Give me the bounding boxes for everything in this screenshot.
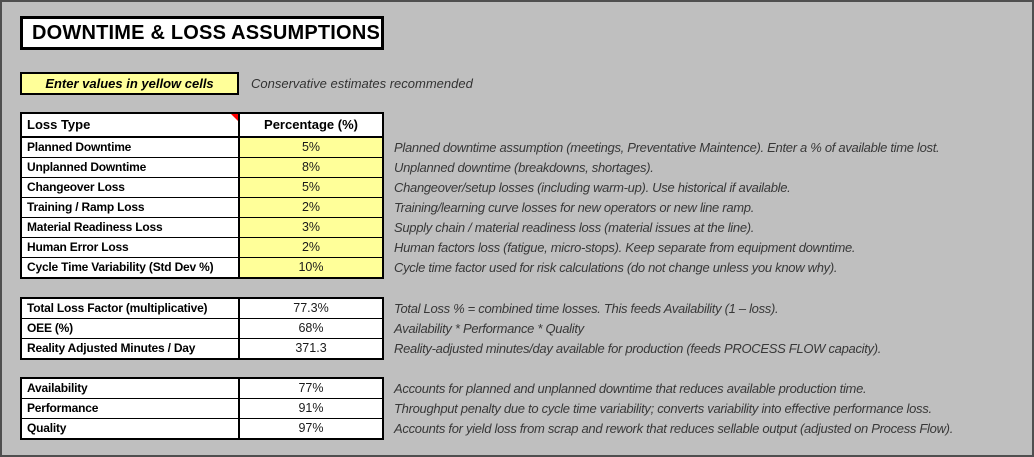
table-row: Reality Adjusted Minutes / Day 371.3 xyxy=(22,338,382,358)
loss-type-cell: Cycle Time Variability (Std Dev %) xyxy=(22,258,240,277)
note-item: Availability * Performance * Quality xyxy=(394,321,584,336)
note-item: Planned downtime assumption (meetings, P… xyxy=(394,140,940,155)
note-item: Unplanned downtime (breakdowns, shortage… xyxy=(394,160,654,175)
oee-value-cell: 77% xyxy=(240,379,382,398)
legend-badge-label: Enter values in yellow cells xyxy=(45,76,214,91)
header-loss-type-label: Loss Type xyxy=(27,117,91,132)
oee-label-cell: Performance xyxy=(22,399,240,418)
title-box: DOWNTIME & LOSS ASSUMPTIONS xyxy=(20,16,384,50)
percentage-input-cell[interactable]: 10% xyxy=(240,258,382,277)
loss-table: Loss Type Percentage (%) Planned Downtim… xyxy=(20,112,384,279)
note-item: Human factors loss (fatigue, micro-stops… xyxy=(394,240,856,255)
table-row: Cycle Time Variability (Std Dev %) 10% xyxy=(22,257,382,277)
percentage-input-cell[interactable]: 5% xyxy=(240,178,382,197)
loss-table-header: Loss Type Percentage (%) xyxy=(22,114,382,138)
note-item: Supply chain / material readiness loss (… xyxy=(394,220,755,235)
table-row: Total Loss Factor (multiplicative) 77.3% xyxy=(22,299,382,318)
table-row: OEE (%) 68% xyxy=(22,318,382,338)
loss-type-cell: Changeover Loss xyxy=(22,178,240,197)
header-percentage: Percentage (%) xyxy=(264,117,358,132)
table-row: Human Error Loss 2% xyxy=(22,237,382,257)
legend-badge: Enter values in yellow cells xyxy=(20,72,239,95)
note-item: Throughput penalty due to cycle time var… xyxy=(394,401,932,416)
note-item: Total Loss % = combined time losses. Thi… xyxy=(394,301,779,316)
oee-label-cell: Availability xyxy=(22,379,240,398)
percentage-input-cell[interactable]: 5% xyxy=(240,138,382,157)
table-row: Planned Downtime 5% xyxy=(22,138,382,157)
percentage-input-cell[interactable]: 3% xyxy=(240,218,382,237)
table-row: Training / Ramp Loss 2% xyxy=(22,197,382,217)
loss-table-notes: Planned downtime assumption (meetings, P… xyxy=(394,138,940,278)
note-item: Accounts for yield loss from scrap and r… xyxy=(394,421,954,436)
table-row: Quality 97% xyxy=(22,418,382,438)
table-row: Changeover Loss 5% xyxy=(22,177,382,197)
header-loss-type: Loss Type xyxy=(22,114,240,136)
oee-label-cell: Quality xyxy=(22,419,240,438)
percentage-input-cell[interactable]: 2% xyxy=(240,198,382,217)
summary-value-cell: 77.3% xyxy=(240,299,382,318)
note-item: Reality-adjusted minutes/day available f… xyxy=(394,341,882,356)
note-item: Training/learning curve losses for new o… xyxy=(394,200,755,215)
summary-label-cell: OEE (%) xyxy=(22,319,240,338)
note-item: Changeover/setup losses (including warm-… xyxy=(394,180,791,195)
oee-table-notes: Accounts for planned and unplanned downt… xyxy=(394,379,953,439)
oee-value-cell: 91% xyxy=(240,399,382,418)
note-item: Accounts for planned and unplanned downt… xyxy=(394,381,867,396)
summary-label-cell: Reality Adjusted Minutes / Day xyxy=(22,339,240,358)
summary-table-notes: Total Loss % = combined time losses. Thi… xyxy=(394,299,881,359)
loss-type-cell: Planned Downtime xyxy=(22,138,240,157)
comment-indicator-icon xyxy=(231,114,238,121)
legend-note: Conservative estimates recommended xyxy=(251,76,473,91)
summary-table: Total Loss Factor (multiplicative) 77.3%… xyxy=(20,297,384,360)
percentage-input-cell[interactable]: 2% xyxy=(240,238,382,257)
loss-type-cell: Unplanned Downtime xyxy=(22,158,240,177)
loss-type-cell: Human Error Loss xyxy=(22,238,240,257)
summary-value-cell: 68% xyxy=(240,319,382,338)
table-row: Material Readiness Loss 3% xyxy=(22,217,382,237)
page-title: DOWNTIME & LOSS ASSUMPTIONS xyxy=(32,21,380,44)
oee-table: Availability 77% Performance 91% Quality… xyxy=(20,377,384,440)
loss-type-cell: Material Readiness Loss xyxy=(22,218,240,237)
oee-value-cell: 97% xyxy=(240,419,382,438)
table-row: Unplanned Downtime 8% xyxy=(22,157,382,177)
loss-type-cell: Training / Ramp Loss xyxy=(22,198,240,217)
note-item: Cycle time factor used for risk calculat… xyxy=(394,260,838,275)
percentage-input-cell[interactable]: 8% xyxy=(240,158,382,177)
table-row: Availability 77% xyxy=(22,379,382,398)
summary-label-cell: Total Loss Factor (multiplicative) xyxy=(22,299,240,318)
table-row: Performance 91% xyxy=(22,398,382,418)
summary-value-cell: 371.3 xyxy=(240,339,382,358)
